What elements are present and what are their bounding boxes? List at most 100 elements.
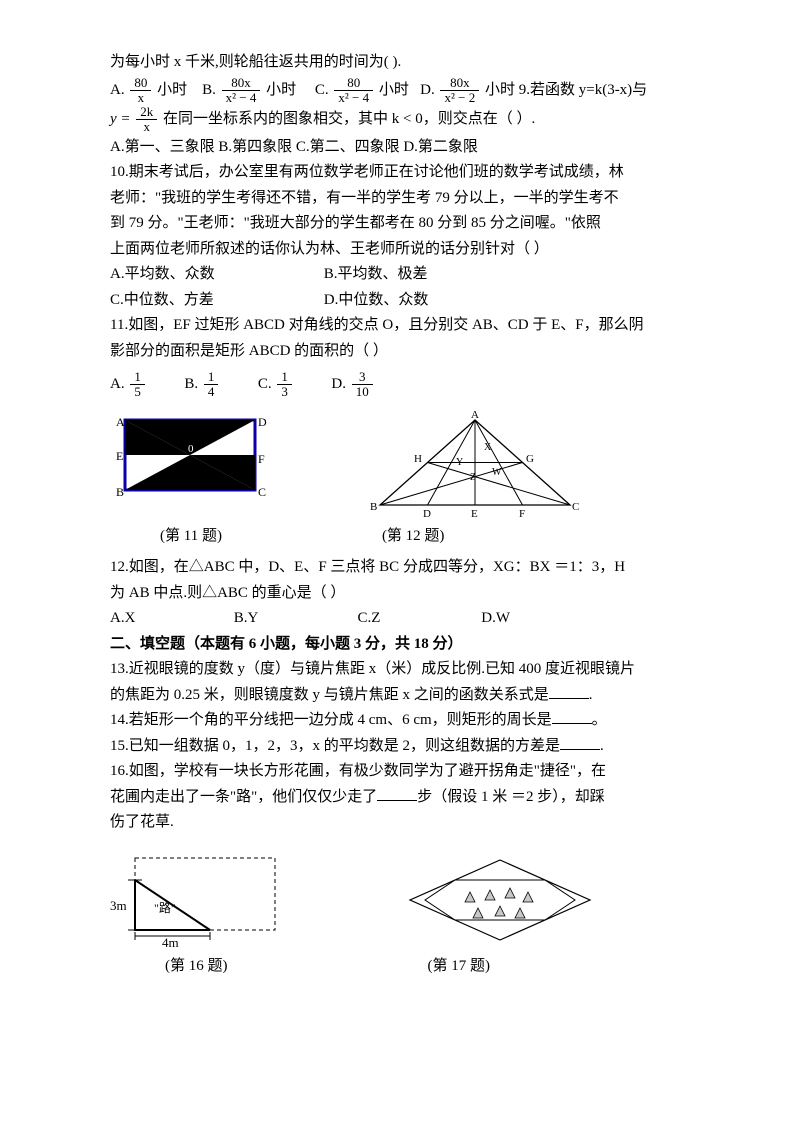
q10-l1: 10.期末考试后，办公室里有两位数学老师正在讨论他们班的数学考试成绩，林 <box>110 160 683 186</box>
q10-l3: 到 79 分。"王老师："我班大部分的学生都考在 80 分到 85 分之间喔。"… <box>110 211 683 237</box>
q10-l4: 上面两位老师所叙述的话你认为林、王老师所说的话分别针对（ ） <box>110 237 683 263</box>
caption-row-16-17: (第 16 题) (第 17 题) <box>110 954 683 980</box>
q13-l2: 的焦距为 0.25 米，则眼镜度数 y 与镜片焦距 x 之间的函数关系式是. <box>110 683 683 709</box>
q10-l2: 老师："我班的学生考得还不错，有一半的学生考 79 分以上，一半的学生考不 <box>110 186 683 212</box>
blank-13 <box>549 683 589 699</box>
svg-text:0: 0 <box>188 443 194 455</box>
q9-frac: 2kx <box>136 105 157 135</box>
svg-text:B: B <box>116 485 124 499</box>
cap-11: (第 11 题) <box>160 524 222 550</box>
q12-oa: A.X <box>110 606 190 632</box>
q15-pre: 15.已知一组数据 0，1，2，3，x 的平均数是 2，则这组数据的方差是 <box>110 738 560 754</box>
q12-opts: A.X B.Y C.Z D.W <box>110 606 683 632</box>
svg-text:G: G <box>526 453 534 465</box>
q13-l1: 13.近视眼镜的度数 y（度）与镜片焦距 x（米）成反比例.已知 400 度近视… <box>110 657 683 683</box>
svg-text:F: F <box>258 452 265 466</box>
q11-od-pre: D. <box>331 376 346 392</box>
q9-line: y = 2kx 在同一坐标系内的图象相交，其中 k < 0，则交点在（ ）. <box>110 105 683 135</box>
q16-l2-suf: 步（假设 1 米 ＝2 步），却踩 <box>417 789 605 805</box>
page: 为每小时 x 千米,则轮船往返共用的时间为( ). A. 80x 小时 B. 8… <box>0 0 793 1122</box>
cap-16: (第 16 题) <box>165 954 228 980</box>
svg-text:C: C <box>258 485 266 499</box>
q14-suf: 。 <box>592 712 607 728</box>
svg-text:W: W <box>492 467 502 478</box>
q9-pre: y = <box>110 111 134 127</box>
q16-l2-pre: 花圃内走出了一条"路"，他们仅仅少走了 <box>110 789 377 805</box>
q15: 15.已知一组数据 0，1，2，3，x 的平均数是 2，则这组数据的方差是. <box>110 734 683 760</box>
q14-pre: 14.若矩形一个角的平分线把一边分成 4 cm、6 cm，则矩形的周长是 <box>110 712 552 728</box>
svg-text:D: D <box>423 508 431 520</box>
svg-text:B: B <box>370 501 377 513</box>
svg-text:"路": "路" <box>154 900 176 915</box>
svg-text:3m: 3m <box>110 898 127 913</box>
svg-text:H: H <box>414 453 422 465</box>
q12-oc: C.Z <box>358 606 438 632</box>
q16-l2: 花圃内走出了一条"路"，他们仅仅少走了 步（假设 1 米 ＝2 步），却踩 <box>110 785 683 811</box>
opt-d-pre: D. <box>420 82 435 98</box>
svg-text:A: A <box>471 410 479 421</box>
blank-14 <box>552 708 592 724</box>
q11-l1: 11.如图，EF 过矩形 ABCD 对角线的交点 O，且分别交 AB、CD 于 … <box>110 313 683 339</box>
q10-oc: C.中位数、方差 <box>110 288 280 314</box>
q11-ob-pre: B. <box>184 376 198 392</box>
q11-oa-frac: 15 <box>130 370 145 400</box>
q16-l1: 16.如图，学校有一块长方形花圃，有极少数同学为了避开拐角走"捷径"，在 <box>110 759 683 785</box>
q11-oc-frac: 13 <box>277 370 292 400</box>
figure-12: A B C D E F H G X Y Z W <box>370 410 580 520</box>
q8-stem: 为每小时 x 千米,则轮船往返共用的时间为( ). <box>110 50 683 76</box>
svg-text:E: E <box>116 449 123 463</box>
opt-b-suf: 小时 <box>266 82 296 98</box>
svg-text:F: F <box>519 508 525 520</box>
q11-oc-pre: C. <box>258 376 272 392</box>
section-2-title: 二、填空题（本题有 6 小题，每小题 3 分，共 18 分） <box>110 632 683 658</box>
q10-opts-row2: C.中位数、方差 D.中位数、众数 <box>110 288 683 314</box>
q10-od: D.中位数、众数 <box>324 288 429 314</box>
q11-od-frac: 310 <box>352 370 373 400</box>
q9-opts: A.第一、三象限 B.第四象限 C.第二、四象限 D.第二象限 <box>110 135 683 161</box>
q11-opts: A. 15 B. 14 C. 13 D. 310 <box>110 370 683 400</box>
opt-c-pre: C. <box>315 82 329 98</box>
opt-a-suf: 小时 <box>157 82 187 98</box>
svg-text:D: D <box>258 415 267 429</box>
fig-row-11-12: A E B D F C 0 A B C D E F H G X Y Z <box>110 410 683 520</box>
q10-oa: A.平均数、众数 <box>110 262 280 288</box>
q12-l2: 为 AB 中点.则△ABC 的重心是（ ） <box>110 581 683 607</box>
svg-text:Z: Z <box>470 472 476 483</box>
q9-start: 9.若函数 y=k(3-x)与 <box>519 82 647 98</box>
svg-text:4m: 4m <box>162 935 179 950</box>
opt-c-suf: 小时 <box>379 82 409 98</box>
q11-oa-pre: A. <box>110 376 125 392</box>
fig-row-16-17: 3m 4m "路" <box>110 850 683 950</box>
q11-l2: 影部分的面积是矩形 ABCD 的面积的（ ） <box>110 339 683 365</box>
figure-16: 3m 4m "路" <box>110 850 280 950</box>
cap-12: (第 12 题) <box>382 524 445 550</box>
opt-d-suf: 小时 <box>485 82 515 98</box>
q10-ob: B.平均数、极差 <box>324 262 428 288</box>
q13-l2-suf: . <box>589 687 593 703</box>
q12-l1: 12.如图，在△ABC 中，D、E、F 三点将 BC 分成四等分，XG：BX ＝… <box>110 555 683 581</box>
figure-11: A E B D F C 0 <box>110 410 270 500</box>
svg-text:X: X <box>484 442 492 453</box>
opt-c-frac: 80x² − 4 <box>334 76 373 106</box>
q11-ob-frac: 14 <box>204 370 219 400</box>
svg-text:E: E <box>471 508 478 520</box>
opt-b-pre: B. <box>202 82 216 98</box>
blank-15 <box>560 734 600 750</box>
svg-text:C: C <box>572 501 579 513</box>
q15-suf: . <box>600 738 604 754</box>
opt-d-frac: 80xx² − 2 <box>440 76 479 106</box>
opt-a-pre: A. <box>110 82 125 98</box>
q16-l3: 伤了花草. <box>110 810 683 836</box>
svg-text:Y: Y <box>456 457 463 468</box>
svg-text:A: A <box>116 415 125 429</box>
q14: 14.若矩形一个角的平分线把一边分成 4 cm、6 cm，则矩形的周长是 。 <box>110 708 683 734</box>
cap-17: (第 17 题) <box>428 954 491 980</box>
opt-a-frac: 80x <box>130 76 151 106</box>
q12-ob: B.Y <box>234 606 314 632</box>
figure-17 <box>400 850 600 950</box>
q10-opts-row1: A.平均数、众数 B.平均数、极差 <box>110 262 683 288</box>
q8-options: A. 80x 小时 B. 80xx² − 4 小时 C. 80x² − 4 小时… <box>110 76 683 106</box>
blank-16 <box>377 785 417 801</box>
opt-b-frac: 80xx² − 4 <box>222 76 261 106</box>
q13-l2-pre: 的焦距为 0.25 米，则眼镜度数 y 与镜片焦距 x 之间的函数关系式是 <box>110 687 549 703</box>
